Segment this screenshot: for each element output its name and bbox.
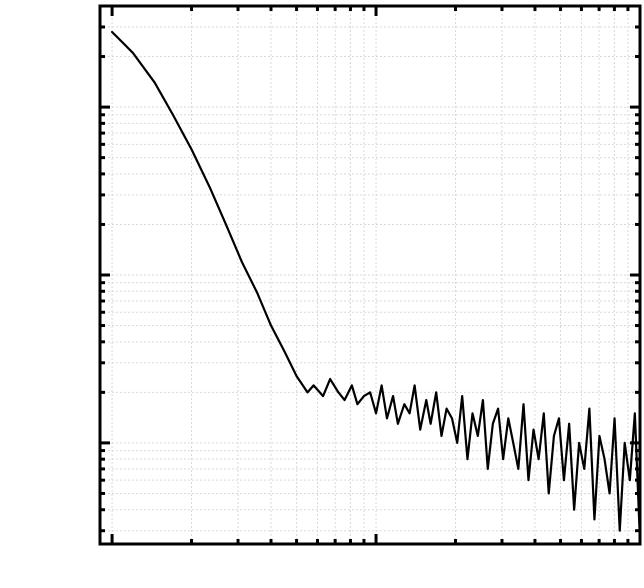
line-chart (0, 0, 644, 588)
chart-container (0, 0, 644, 588)
